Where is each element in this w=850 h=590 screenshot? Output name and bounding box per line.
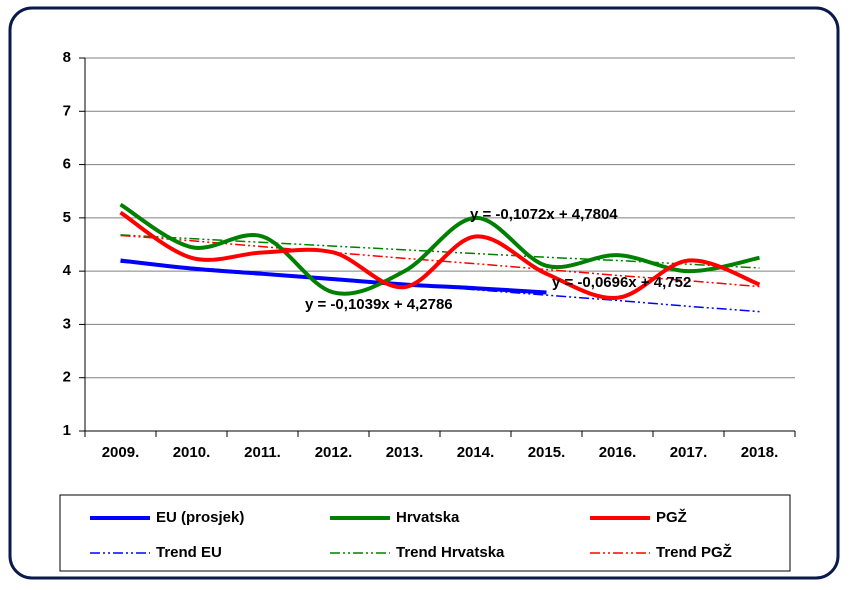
x-tick-label: 2017. xyxy=(670,444,708,461)
legend-box xyxy=(59,494,791,572)
series-line xyxy=(119,202,760,296)
x-tick-label: 2018. xyxy=(741,444,779,461)
y-tick-label: 1 xyxy=(63,422,71,439)
series-line xyxy=(120,258,547,295)
y-tick-label: 8 xyxy=(63,49,71,66)
y-tick-label: 6 xyxy=(63,156,71,173)
series-line xyxy=(119,210,761,300)
x-tick-label: 2011. xyxy=(244,444,281,461)
x-tick-label: 2014. xyxy=(457,444,495,461)
x-tick-label: 2012. xyxy=(315,444,353,461)
legend-label: Trend Hrvatska xyxy=(396,544,505,561)
y-tick-label: 2 xyxy=(63,369,71,386)
legend-label: Hrvatska xyxy=(396,509,460,526)
annotation: y = -0,1072x + 4,7804 xyxy=(470,206,618,223)
annotation: y = -0,1039x + 4,2786 xyxy=(305,296,453,313)
annotation: y = -0,0696x + 4,752 xyxy=(552,274,691,291)
frame xyxy=(8,6,840,580)
x-tick-label: 2010. xyxy=(173,444,211,461)
legend-label: PGŽ xyxy=(656,508,687,526)
y-tick-label: 7 xyxy=(63,102,71,119)
x-tick-label: 2013. xyxy=(386,444,424,461)
y-tick-label: 3 xyxy=(63,315,71,332)
legend-label: Trend EU xyxy=(156,544,222,561)
x-tick-label: 2009. xyxy=(102,444,140,461)
legend-label: Trend PGŽ xyxy=(656,543,732,561)
x-tick-label: 2016. xyxy=(599,444,637,461)
y-tick-label: 5 xyxy=(63,209,71,226)
x-tick-label: 2015. xyxy=(528,444,566,461)
y-tick-label: 4 xyxy=(63,262,72,279)
legend-label: EU (prosjek) xyxy=(156,509,244,526)
